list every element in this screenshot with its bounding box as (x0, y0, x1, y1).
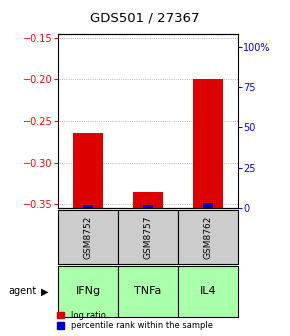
Text: IFNg: IFNg (75, 286, 101, 296)
Bar (193, 79, 223, 208)
Text: IL4: IL4 (200, 286, 216, 296)
Text: GDS501 / 27367: GDS501 / 27367 (90, 12, 200, 25)
Bar (143, 205, 153, 208)
Bar (83, 205, 93, 208)
Text: TNFa: TNFa (134, 286, 162, 296)
Text: agent: agent (9, 286, 37, 296)
Text: GSM8757: GSM8757 (143, 215, 153, 259)
Bar (203, 204, 213, 208)
Text: GSM8762: GSM8762 (203, 215, 212, 259)
Text: GSM8752: GSM8752 (84, 215, 93, 259)
Bar (133, 192, 163, 208)
Legend: log ratio, percentile rank within the sample: log ratio, percentile rank within the sa… (56, 310, 213, 331)
Text: ▶: ▶ (41, 286, 49, 296)
Bar (73, 133, 103, 208)
